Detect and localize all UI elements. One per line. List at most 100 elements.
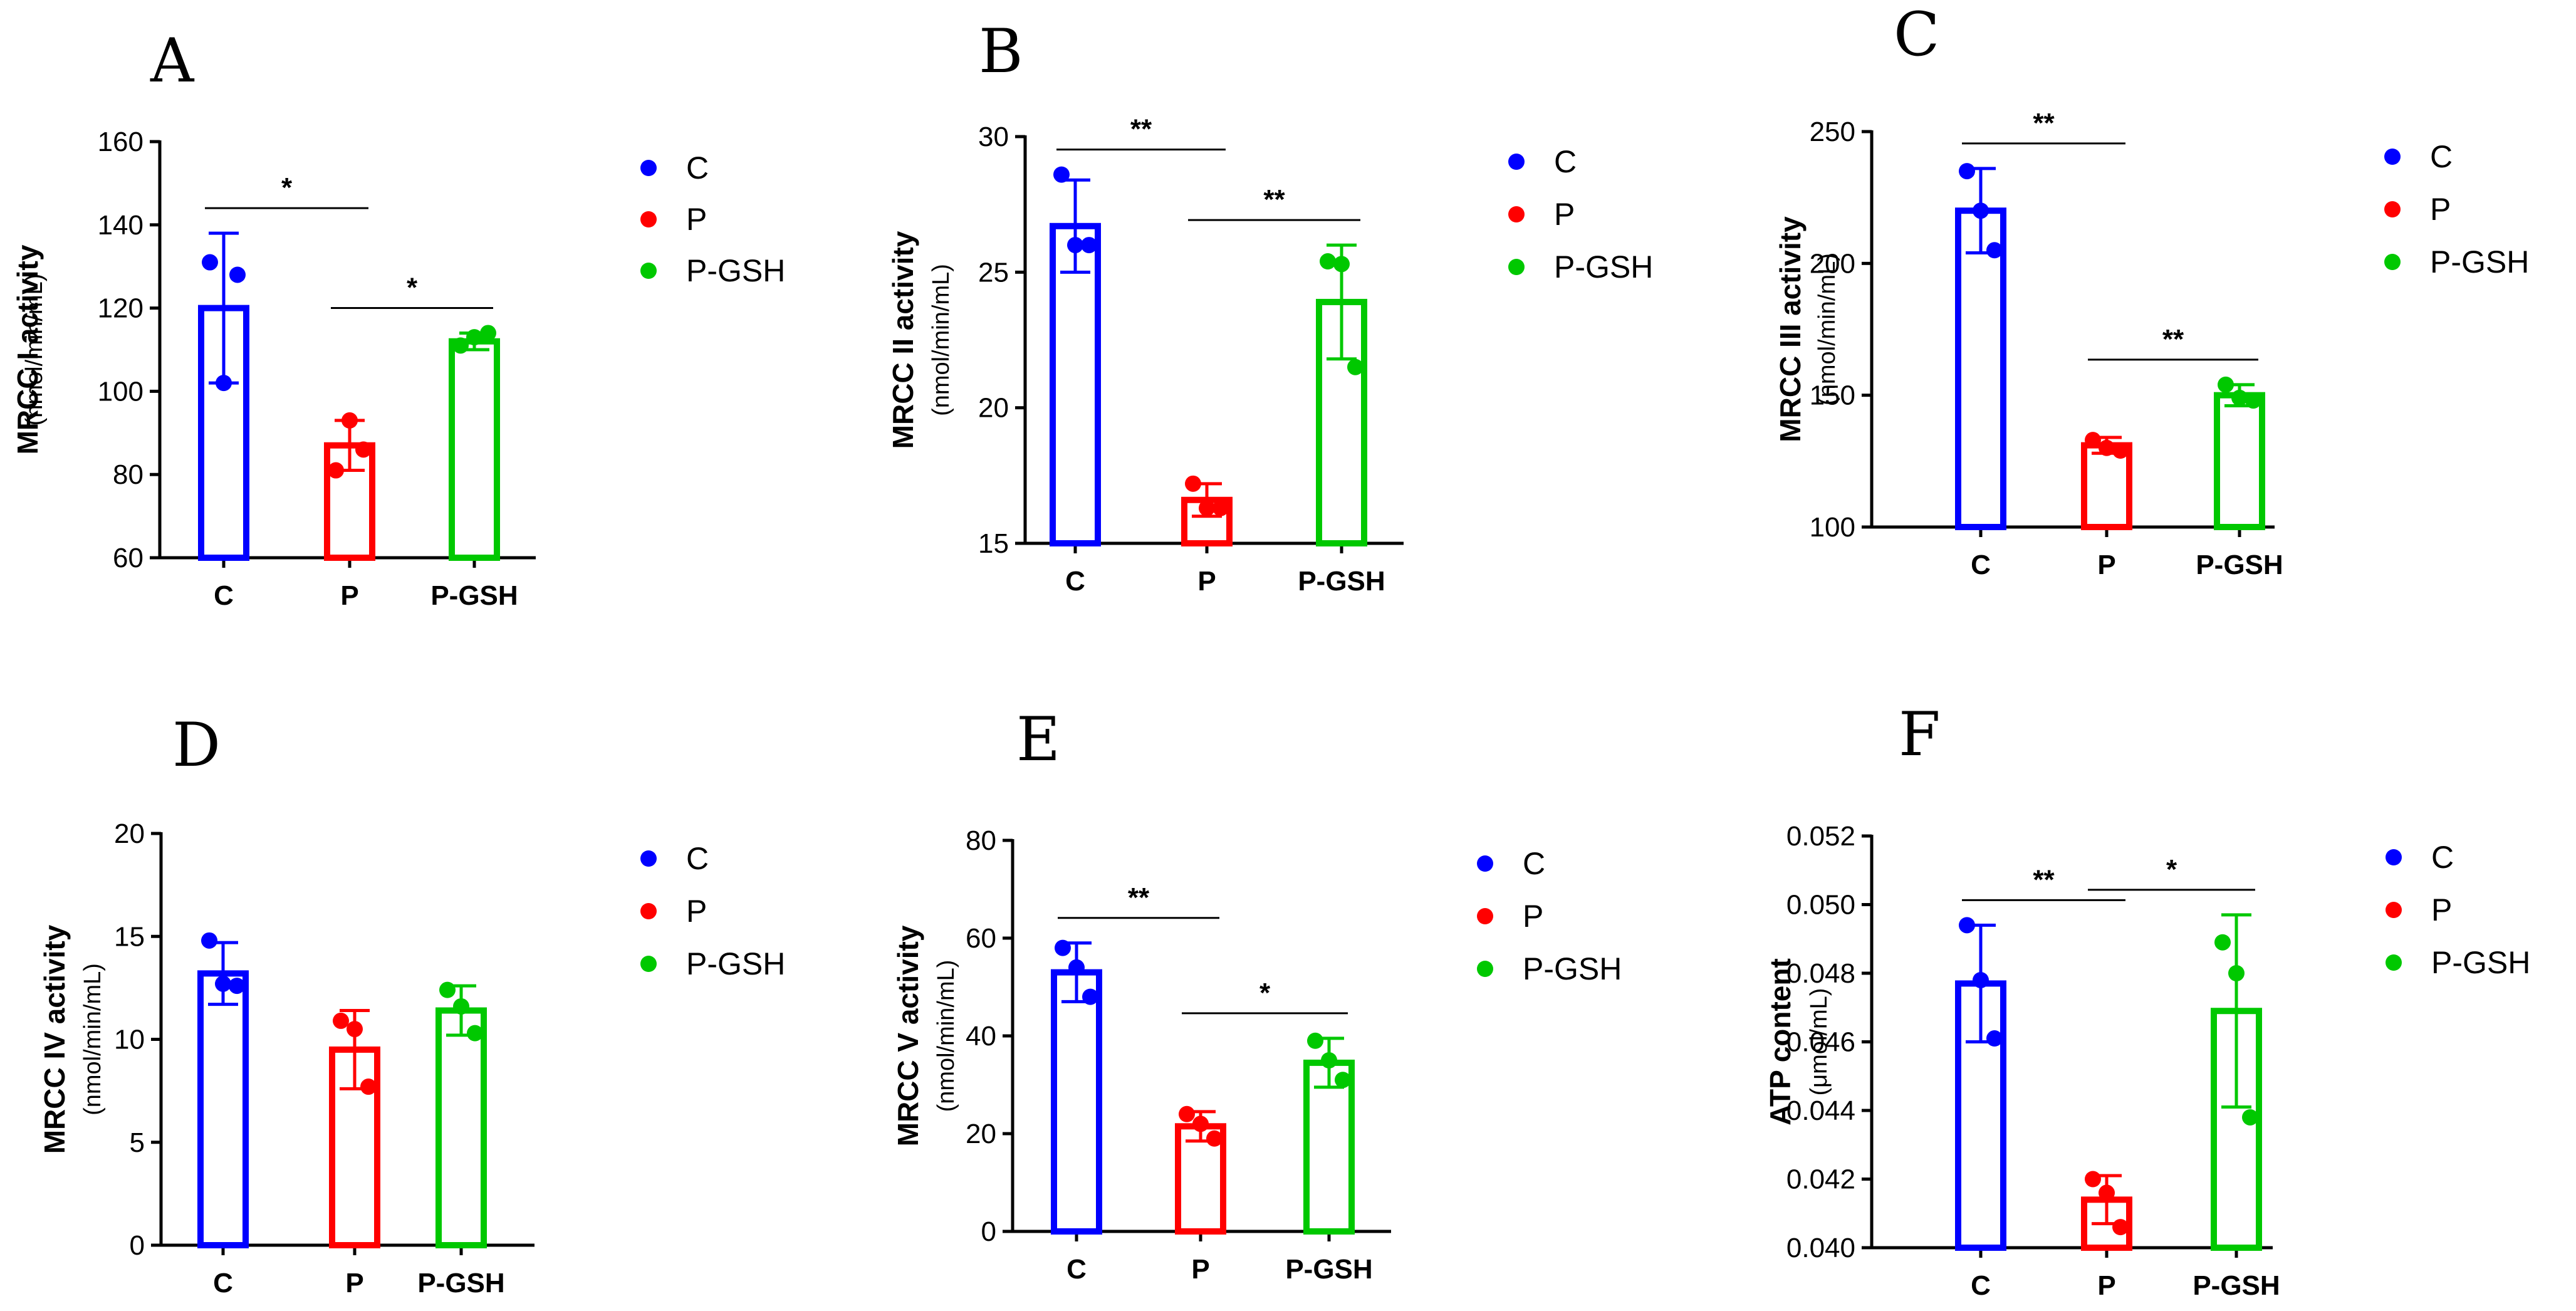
panel-a-x-tick-label: P (340, 580, 358, 611)
panel-b-x-tick-label: P-GSH (1298, 566, 1385, 597)
panel-d-data-point (467, 1025, 483, 1042)
panel-b-data-point (1067, 237, 1083, 254)
panel-e-data-point (1192, 1115, 1209, 1132)
panel-f-y-tick-label: 0.040 (1786, 1233, 1855, 1263)
panel-f-significance-label: * (2166, 854, 2177, 885)
panel-e-data-point (1321, 1052, 1337, 1068)
panel-d-data-point (229, 978, 245, 995)
panel-e-bar-c (1051, 969, 1102, 1235)
panel-c-letter: C (1894, 0, 1939, 70)
panel-b-x-tick-label: P (1197, 566, 1216, 597)
panel-c-y-axis-title: MRCC III activity (1774, 216, 1807, 442)
panel-e-legend-label-c: C (1523, 846, 1545, 881)
panel-d-data-point (201, 932, 217, 949)
panel-c-bar-c (1955, 207, 2006, 530)
panel-a-data-point (229, 266, 246, 283)
panel-b-data-point (1199, 499, 1215, 516)
panel-f-y-tick-label: 0.044 (1786, 1095, 1855, 1126)
panel-c-x-tick-label: P-GSH (2196, 550, 2283, 580)
panel-d-x-tick-label: P-GSH (417, 1268, 504, 1298)
panel-c-legend-label-c: C (2430, 139, 2453, 174)
panel-a-data-point (216, 375, 232, 392)
panel-d-legend-label-p: P (686, 894, 707, 929)
panel-b-y-axis-unit: (nmol/min/mL) (928, 264, 954, 416)
panel-b-data-point (1347, 358, 1364, 375)
panel-e-letter: E (1016, 704, 1060, 775)
panel-e-y-tick-label: 0 (981, 1216, 996, 1247)
panel-d-y-tick-label: 5 (130, 1127, 145, 1158)
panel-e-x-tick-label: P (1191, 1254, 1209, 1285)
panel-e-legend-marker-p-gsh (1477, 961, 1493, 977)
panel-e-legend-marker-c (1477, 855, 1493, 872)
panel-f-data-point (1973, 971, 1989, 988)
panel-d-data-point (347, 1021, 363, 1038)
panel-a-legend-label-p: P (686, 202, 707, 237)
panel-c-data-point (2099, 439, 2115, 456)
panel-d-x-tick-label: C (213, 1268, 233, 1298)
panel-e-legend-label-p-gsh: P-GSH (1523, 951, 1622, 986)
panel-c-data-point (1973, 202, 1989, 219)
panel-f-letter: F (1899, 699, 1941, 770)
panel-e-x-tick-label: P-GSH (1285, 1254, 1372, 1285)
panel-e-significance-label: * (1259, 978, 1271, 1008)
panel-a-legend-marker-c (640, 160, 657, 176)
panel-c-data-point (2085, 432, 2101, 449)
panel-b-legend-marker-p (1508, 206, 1525, 222)
panel-f-legend-marker-c (2386, 849, 2402, 865)
panel-d-letter: D (172, 710, 221, 780)
panel-f-data-point (2214, 934, 2231, 951)
panel-b-x-tick-label: C (1065, 566, 1085, 597)
panel-b-data-point (1333, 256, 1350, 273)
panel-b-legend-label-p-gsh: P-GSH (1554, 249, 1653, 285)
panel-e-data-point (1068, 959, 1085, 976)
panel-a-x-tick-label: P-GSH (430, 580, 518, 611)
panel-f-data-point (1986, 1030, 2003, 1047)
panel-e-y-tick-label: 20 (966, 1119, 996, 1149)
panel-e-data-point (1082, 988, 1098, 1005)
panel-a-data-point (355, 441, 372, 458)
panel-c-bar-p-gsh (2214, 392, 2265, 531)
panel-a-y-tick-label: 80 (113, 459, 143, 490)
panel-a-data-point (342, 412, 358, 429)
panel-c-y-tick-label: 150 (1810, 380, 1855, 411)
panel-c-y-tick-label: 100 (1810, 512, 1855, 543)
panel-c-x-tick-label: P (2097, 550, 2115, 580)
panel-c-y-axis-unit: (nmol/min/mL) (1814, 253, 1840, 405)
panel-c-data-point (1959, 163, 1975, 180)
panel-c-legend-marker-p-gsh (2384, 254, 2401, 270)
panel-d-data-point (439, 981, 456, 998)
panel-a-data-point (202, 254, 218, 271)
panel-d-data-point (333, 1012, 349, 1029)
panel-a-legend-marker-p (640, 211, 657, 227)
panel-f-data-point (2085, 1171, 2101, 1188)
panel-d-y-tick-label: 10 (114, 1025, 145, 1055)
panel-f-legend-marker-p (2386, 902, 2402, 918)
panel-f-legend-label-p: P (2431, 892, 2452, 927)
panel-f-data-point (1959, 917, 1975, 934)
panel-d-data-point (215, 975, 231, 992)
panel-e-y-tick-label: 60 (966, 923, 996, 954)
panel-c-data-point (2218, 376, 2234, 393)
panel-e-x-tick-label: C (1066, 1254, 1087, 1285)
panel-c-data-point (1986, 242, 2003, 259)
panel-a-letter: A (150, 26, 195, 96)
panel-f-y-axis-unit: (μmol/mL) (1806, 988, 1832, 1096)
panel-a-data-point (480, 325, 496, 342)
panel-a-y-tick-label: 160 (98, 127, 143, 157)
panel-d-y-axis-title: MRCC IV activity (38, 924, 71, 1154)
panel-f-data-point (2099, 1184, 2115, 1201)
panel-e-legend-label-p: P (1523, 899, 1543, 934)
panel-b-legend-marker-p-gsh (1508, 259, 1525, 275)
panel-f-data-point (2228, 965, 2245, 981)
panel-b-legend-label-c: C (1554, 144, 1577, 179)
panel-d-y-tick-label: 15 (114, 921, 145, 952)
panel-e-legend-marker-p (1477, 908, 1493, 924)
panel-a-y-tick-label: 60 (113, 543, 143, 573)
panel-a-x-tick-label: C (214, 580, 234, 611)
panel-c-y-tick-label: 200 (1810, 248, 1855, 279)
panel-a-significance-label: * (407, 272, 418, 303)
panel-c-legend-label-p-gsh: P-GSH (2430, 244, 2529, 279)
panel-c-significance-label: ** (2162, 324, 2184, 355)
panel-c-data-point (2245, 392, 2261, 409)
